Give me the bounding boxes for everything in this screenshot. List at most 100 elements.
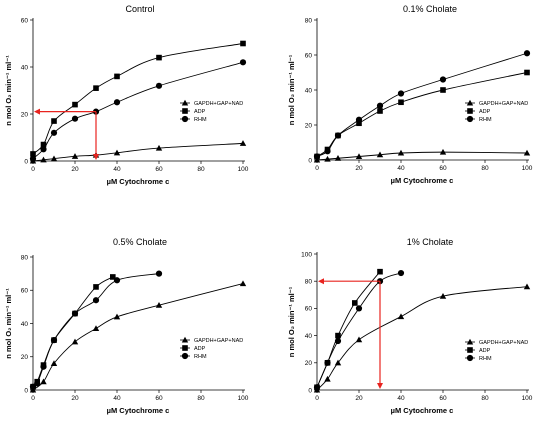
- data-point: [40, 146, 47, 153]
- data-point: [524, 69, 530, 76]
- x-axis-label: µM Cytochrome c: [391, 406, 454, 415]
- x-tick-label: 20: [71, 166, 79, 173]
- series-circle: [313, 269, 405, 391]
- data-point: [324, 148, 331, 155]
- data-point: [440, 87, 446, 93]
- data-point: [156, 54, 162, 61]
- data-point: [40, 378, 47, 385]
- y-tick-label: 40: [305, 333, 313, 340]
- legend-marker: [467, 347, 473, 353]
- down-arrowhead: [377, 383, 383, 389]
- legend-marker: [466, 338, 474, 345]
- legend-label: RHM: [479, 117, 492, 123]
- y-tick-label: 0: [308, 157, 312, 164]
- data-point: [29, 383, 37, 390]
- legend: GAPDH+GAP+NAD ADP RHM: [180, 336, 243, 360]
- y-tick-label: 20: [21, 111, 29, 118]
- data-point: [92, 297, 100, 304]
- data-point: [34, 380, 41, 387]
- legend: GAPDH+GAP+NAD ADP RHM: [180, 99, 243, 123]
- data-point: [334, 359, 342, 366]
- x-tick-label: 100: [522, 395, 533, 402]
- chart-title: 1% Cholate: [407, 237, 454, 247]
- x-tick-label: 40: [397, 165, 405, 172]
- series-line: [316, 286, 528, 391]
- x-tick-label: 80: [481, 395, 489, 402]
- x-tick-label: 0: [31, 395, 35, 402]
- data-point: [40, 363, 47, 370]
- data-point: [356, 120, 362, 127]
- chart-title: 0.1% Cholate: [403, 4, 457, 14]
- data-point: [50, 337, 58, 344]
- left-arrowhead: [34, 108, 40, 115]
- down-arrowhead: [93, 154, 99, 160]
- data-point: [523, 283, 531, 290]
- y-tick-label: 100: [301, 251, 312, 258]
- legend: GAPDH+GAP+NAD ADP RHM: [465, 99, 528, 123]
- data-point: [239, 280, 247, 287]
- data-point: [324, 155, 331, 162]
- series-line: [316, 271, 381, 388]
- data-point: [50, 129, 58, 136]
- data-point: [92, 325, 100, 332]
- legend-marker: [181, 352, 189, 360]
- data-point: [355, 116, 363, 123]
- data-point: [376, 102, 384, 109]
- data-point: [439, 148, 447, 155]
- y-tick-label: 60: [305, 52, 313, 59]
- data-point: [523, 149, 531, 156]
- series-circle: [29, 270, 163, 390]
- data-point: [324, 375, 331, 382]
- data-point: [334, 132, 342, 139]
- legend: GAPDH+GAP+NAD ADP RHM: [465, 338, 528, 362]
- series-square: [30, 40, 246, 157]
- data-point: [313, 153, 321, 160]
- x-tick-label: 40: [397, 395, 405, 402]
- x-tick-label: 100: [522, 165, 533, 172]
- data-point: [313, 384, 321, 391]
- data-point: [398, 99, 404, 106]
- x-axis-label: µM Cytochrome c: [391, 176, 454, 185]
- legend-label: ADP: [479, 109, 491, 115]
- data-point: [239, 59, 247, 66]
- data-point: [240, 40, 246, 47]
- chart-2: 0.1% Cholate 0 20 40 60 80 100 0 20 40 60 80 µM Cyto…: [287, 4, 533, 185]
- legend-label: RHM: [194, 354, 207, 360]
- chart-3: 0.5% Cholate 0 20 40 60 80 100 0 20 40 60 80 µM Cyto…: [4, 237, 249, 415]
- data-point: [334, 337, 342, 345]
- data-point: [29, 155, 37, 162]
- series-line: [316, 151, 528, 161]
- y-tick-label: 80: [305, 279, 313, 286]
- data-point: [40, 141, 47, 148]
- x-axis-label: µM Cytochrome c: [107, 406, 170, 415]
- series-line: [32, 61, 244, 159]
- data-point: [523, 50, 531, 57]
- x-tick-label: 20: [355, 165, 363, 172]
- legend-marker: [466, 354, 474, 362]
- legend-label: RHM: [479, 356, 492, 362]
- series-triangle: [313, 283, 531, 393]
- data-point: [71, 115, 79, 122]
- data-point: [313, 156, 321, 163]
- data-point: [71, 310, 79, 317]
- y-axis-label: n mol O₂ min⁻¹ ml⁻¹: [4, 288, 13, 359]
- x-tick-label: 60: [155, 395, 163, 402]
- legend-label: ADP: [194, 346, 206, 352]
- series-line: [32, 283, 244, 391]
- x-tick-label: 80: [197, 166, 205, 173]
- y-tick-label: 0: [24, 158, 28, 165]
- data-point: [71, 338, 79, 345]
- legend-label: GAPDH+GAP+NAD: [479, 101, 528, 107]
- y-axis-label: n mol O₂ min⁻¹ ml⁻¹: [4, 55, 13, 126]
- x-tick-label: 60: [155, 166, 163, 173]
- data-point: [50, 155, 58, 162]
- legend-label: GAPDH+GAP+NAD: [194, 101, 243, 107]
- x-tick-label: 20: [71, 395, 79, 402]
- legend-marker: [181, 336, 189, 343]
- legend-label: GAPDH+GAP+NAD: [479, 340, 528, 346]
- legend-marker: [467, 108, 473, 114]
- legend-marker: [181, 115, 189, 123]
- data-point: [113, 277, 121, 284]
- series-square: [314, 268, 383, 391]
